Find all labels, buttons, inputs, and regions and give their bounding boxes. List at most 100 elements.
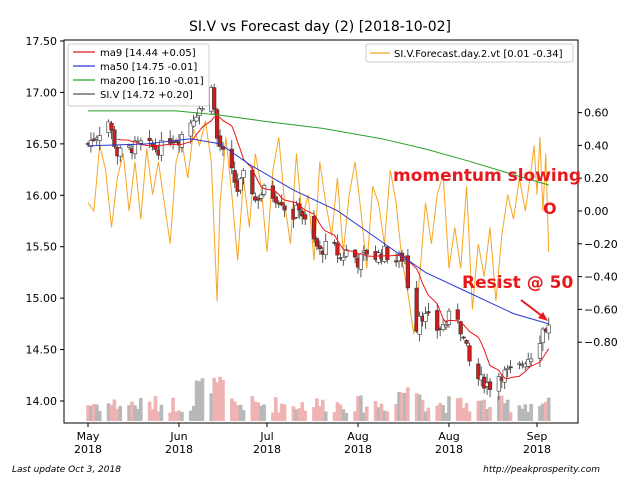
volume-bar — [276, 412, 281, 421]
volume-bars — [86, 376, 551, 421]
candle-body — [173, 140, 179, 143]
volume-bar — [382, 410, 387, 421]
volume-bar — [159, 404, 164, 421]
volume-bar — [529, 404, 533, 421]
y-right-tick-label: −0.20 — [584, 238, 618, 251]
volume-bar — [344, 412, 349, 421]
candle-body — [364, 249, 369, 255]
candle-body — [540, 328, 545, 343]
volume-bar — [526, 411, 530, 421]
candle-body — [132, 140, 138, 155]
y-left-tick-label: 17.00 — [26, 86, 58, 99]
y-right-tick-label: 0.40 — [584, 139, 609, 152]
volume-bar — [92, 404, 96, 421]
volume-bar — [394, 403, 398, 421]
volume-bar — [417, 394, 422, 421]
volume-bar — [315, 398, 319, 421]
forecast-line — [87, 120, 550, 335]
volume-bar — [520, 408, 525, 421]
candle-body — [446, 310, 452, 325]
volume-bar — [335, 402, 340, 421]
volume-bar — [441, 405, 445, 421]
volume-bar — [194, 380, 199, 421]
x-tick-label-year: 2018 — [165, 443, 193, 456]
candle-body — [352, 249, 358, 258]
candle-body — [455, 309, 460, 320]
candle-body — [358, 253, 364, 270]
volume-bar — [406, 387, 410, 421]
y-right-tick-label: 0.60 — [584, 107, 609, 120]
x-tick-label-year: 2018 — [74, 443, 102, 456]
x-tick-label-month: Sep — [527, 430, 548, 443]
volume-bar — [438, 402, 442, 421]
volume-bar — [455, 398, 460, 421]
volume-bar — [414, 393, 419, 421]
candle-body — [88, 140, 94, 147]
candle-body — [311, 215, 317, 240]
candle-body — [517, 362, 522, 365]
volume-bar — [274, 397, 278, 421]
y-left-tick-label: 17.50 — [26, 35, 58, 48]
candle-body — [220, 146, 226, 150]
volume-bar — [282, 404, 287, 421]
candle-body — [417, 315, 422, 335]
candle-body — [215, 109, 220, 139]
moving-averages — [87, 110, 550, 380]
y-left-tick-label: 15.00 — [26, 292, 58, 305]
volume-bar — [300, 402, 305, 421]
candle-body — [118, 147, 123, 157]
candle-body — [126, 145, 132, 148]
annotations: momentum slowing O Resist @ 50 — [393, 166, 581, 321]
legend-siv: SI.V [14.72 +0.20] — [100, 90, 193, 101]
volume-bar — [232, 401, 237, 421]
candle-body — [191, 120, 196, 127]
y-left-tick-label: 16.00 — [26, 189, 58, 202]
candle-body — [303, 214, 308, 220]
volume-bar — [385, 411, 390, 421]
chart-title: SI.V vs Forecast day (2) [2018-10-02] — [189, 19, 451, 35]
footer-url: http://peakprosperity.com — [483, 465, 600, 475]
candle-body — [97, 135, 102, 141]
candle-body — [273, 196, 278, 203]
volume-bar — [279, 403, 284, 421]
ma50-line — [87, 138, 549, 325]
volume-bar — [150, 409, 155, 421]
volume-bar — [538, 405, 542, 421]
volume-bar — [544, 401, 548, 421]
volume-bar — [476, 400, 481, 421]
volume-bar — [171, 397, 175, 421]
volume-bar — [508, 412, 513, 421]
volume-bar — [376, 407, 381, 421]
volume-bar — [156, 411, 161, 421]
candle-body — [317, 245, 322, 250]
legend-forecast: SI.V.Forecast.day.2.vt [0.01 -0.34] — [394, 49, 563, 60]
volume-bar — [426, 407, 431, 421]
candle-body — [405, 255, 410, 289]
volume-bar — [235, 405, 240, 421]
ma200-line — [88, 110, 549, 186]
candle-body — [537, 343, 543, 359]
y-right-tick-label: −0.80 — [584, 336, 618, 349]
candle-body — [461, 336, 466, 339]
candle-body — [112, 129, 117, 147]
volume-bar — [341, 409, 346, 421]
candle-body — [423, 313, 428, 322]
candle-body — [200, 108, 205, 111]
candle-body — [229, 148, 234, 169]
volume-bar — [106, 403, 111, 421]
annotation-momentum: momentum slowing — [393, 166, 581, 186]
y-right-tick-label: 0.00 — [584, 205, 609, 218]
annotation-resist: Resist @ 50 — [462, 273, 573, 293]
volume-bar — [546, 397, 551, 421]
volume-bar — [356, 396, 360, 421]
volume-bar — [238, 404, 243, 421]
candle-body — [250, 169, 255, 195]
candle-body — [147, 137, 152, 141]
volume-bar — [118, 405, 123, 421]
x-tick-label-month: May — [77, 430, 100, 443]
volume-bar — [541, 403, 545, 421]
x-tick-label-year: 2018 — [344, 443, 372, 456]
volume-bar — [294, 409, 299, 421]
x-tick-label-year: 2018 — [253, 443, 281, 456]
volume-bar — [364, 406, 369, 421]
